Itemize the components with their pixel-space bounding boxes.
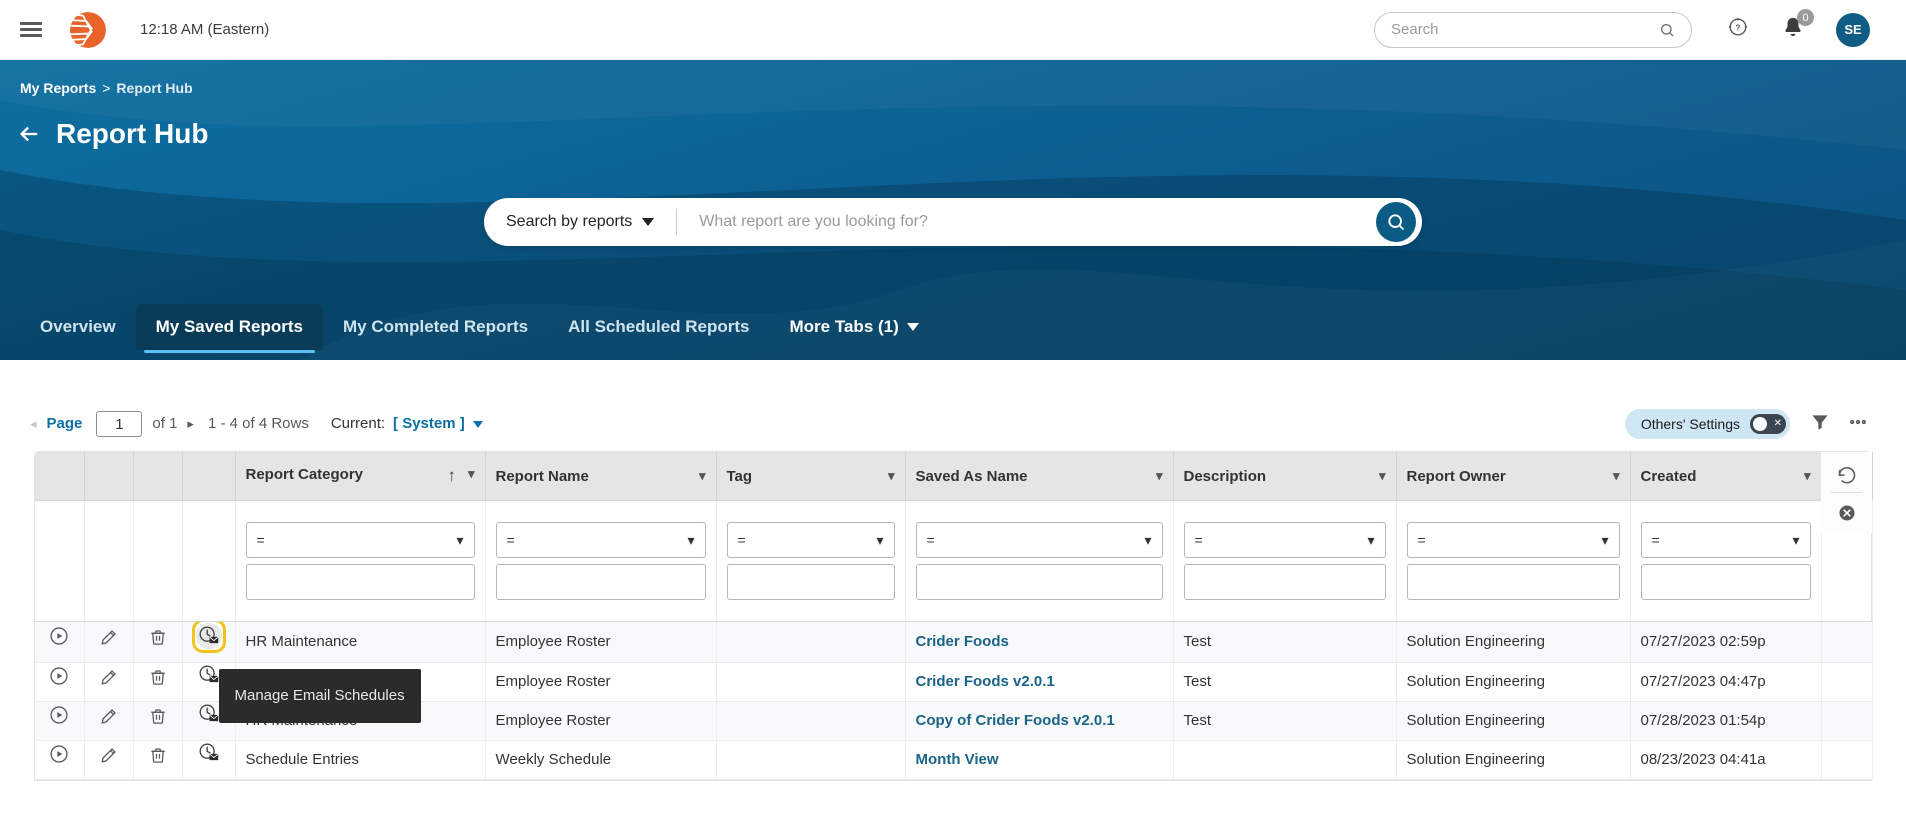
svg-text:?: ?	[1736, 23, 1741, 32]
